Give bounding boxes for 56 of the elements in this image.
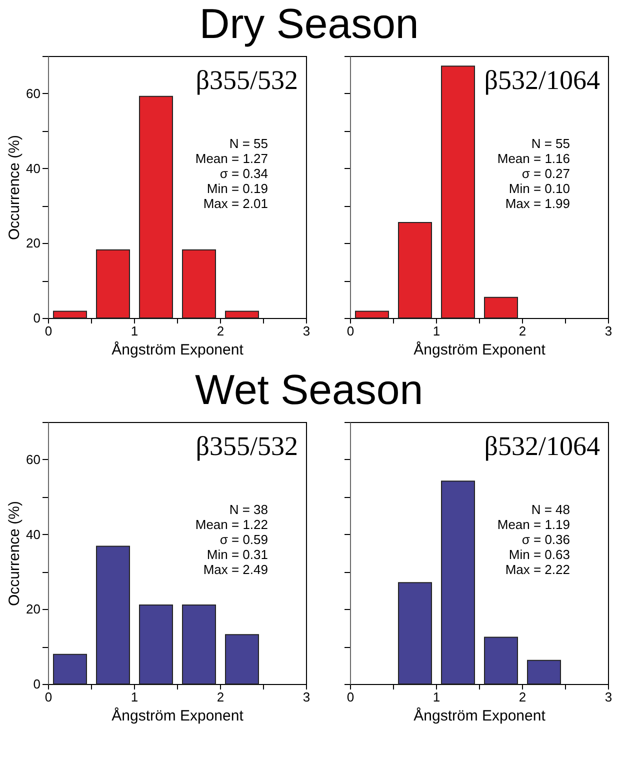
x-tick-label: 3: [604, 324, 612, 338]
annotation: N = 55: [531, 136, 570, 151]
chart-title: β532/1064: [484, 431, 600, 461]
x-tick-label: 2: [216, 690, 224, 704]
chart-subtitle: Wet Season: [195, 366, 424, 413]
x-tick-label: 3: [604, 690, 612, 704]
annotation: σ = 0.36: [522, 532, 570, 547]
x-tick-label: 1: [130, 324, 138, 338]
chart-subtitle: Dry Season: [199, 0, 419, 47]
chart-title: β532/1064: [484, 65, 600, 95]
y-tick-label: 40: [26, 526, 40, 542]
annotation: Min = 0.63: [508, 547, 570, 562]
x-tick-label: 2: [518, 690, 526, 704]
annotation: Min = 0.10: [508, 181, 570, 196]
annotation: σ = 0.59: [220, 532, 268, 547]
annotation: Mean = 1.16: [497, 151, 570, 166]
x-axis-title: Ångström Exponent: [112, 340, 244, 358]
x-tick-label: 0: [346, 324, 354, 338]
annotation: σ = 0.27: [522, 166, 570, 181]
x-tick-label: 0: [44, 324, 52, 338]
x-axis-title: Ångström Exponent: [414, 340, 546, 358]
y-tick-label: 40: [26, 160, 40, 176]
x-tick-label: 0: [346, 690, 354, 704]
y-tick-label: 20: [26, 602, 40, 617]
x-tick-label: 2: [216, 324, 224, 338]
annotation: Max = 2.22: [505, 562, 570, 577]
x-tick-label: 3: [302, 324, 310, 338]
annotation: N = 48: [531, 502, 570, 517]
x-tick-label: 0: [44, 690, 52, 704]
y-tick-label: 60: [26, 86, 40, 101]
x-tick-label: 3: [302, 690, 310, 704]
annotation: Mean = 1.19: [497, 517, 570, 532]
y-tick-label: 0: [33, 310, 40, 326]
x-tick-label: 1: [130, 690, 138, 704]
x-axis-title: Ångström Exponent: [112, 706, 244, 724]
annotation: Max = 2.49: [203, 562, 268, 577]
chart-title: β355/532: [196, 65, 298, 95]
x-axis-title: Ångström Exponent: [414, 706, 546, 724]
x-tick-label: 1: [432, 690, 440, 704]
y-axis-title: Occurrence (%): [6, 500, 24, 606]
annotation: N = 55: [229, 136, 268, 151]
y-tick-label: 60: [26, 452, 40, 467]
annotation: N = 38: [229, 502, 268, 517]
annotation: σ = 0.34: [220, 166, 268, 181]
annotation: Mean = 1.22: [195, 517, 268, 532]
annotation: Min = 0.31: [206, 547, 268, 562]
annotation: Max = 1.99: [505, 196, 570, 211]
y-tick-label: 0: [33, 676, 40, 692]
chart-title: β355/532: [196, 431, 298, 461]
y-axis-title: Occurrence (%): [6, 134, 24, 240]
x-tick-label: 1: [432, 324, 440, 338]
y-tick-label: 20: [26, 236, 40, 251]
annotation: Max = 2.01: [203, 196, 268, 211]
x-tick-label: 2: [518, 324, 526, 338]
annotation: Mean = 1.27: [195, 151, 268, 166]
annotation: Min = 0.19: [206, 181, 268, 196]
